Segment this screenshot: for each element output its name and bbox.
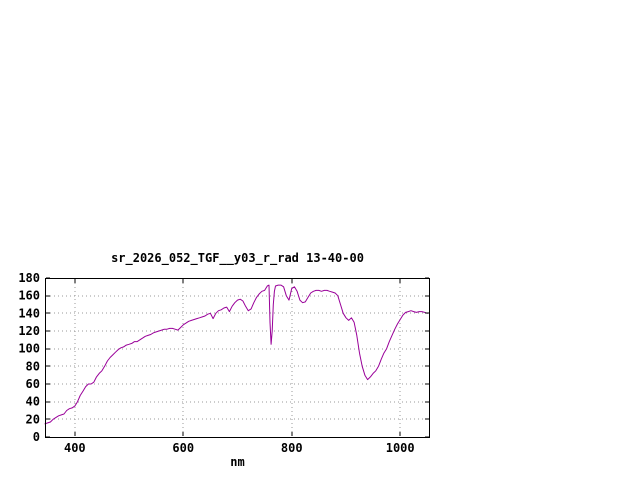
y-tick-label: 140 (18, 306, 40, 320)
y-tick-label: 100 (18, 342, 40, 356)
tick-marks (46, 277, 429, 438)
tick-labels: 0 20 40 60 80 100 120 140 160 180 400 600 800 1000 (18, 271, 414, 455)
y-tick-label: 60 (26, 377, 40, 391)
x-tick-label: 400 (64, 441, 86, 455)
chart-title: sr_2026_052_TGF__y03_r_rad 13-40-00 (111, 251, 364, 266)
x-tick-label: 600 (172, 441, 194, 455)
y-tick-label: 180 (18, 271, 40, 285)
y-tick-label: 80 (26, 359, 40, 373)
y-tick-label: 160 (18, 289, 40, 303)
x-tick-label: 800 (281, 441, 303, 455)
x-tick-label: 1000 (386, 441, 415, 455)
plot-border (45, 278, 430, 438)
grid-lines (46, 279, 429, 436)
y-tick-label: 20 (26, 412, 40, 426)
y-tick-label: 120 (18, 324, 40, 338)
y-tick-label: 0 (33, 430, 40, 444)
x-axis-label: nm (230, 455, 244, 469)
data-line (44, 284, 428, 425)
y-tick-label: 40 (26, 395, 40, 409)
